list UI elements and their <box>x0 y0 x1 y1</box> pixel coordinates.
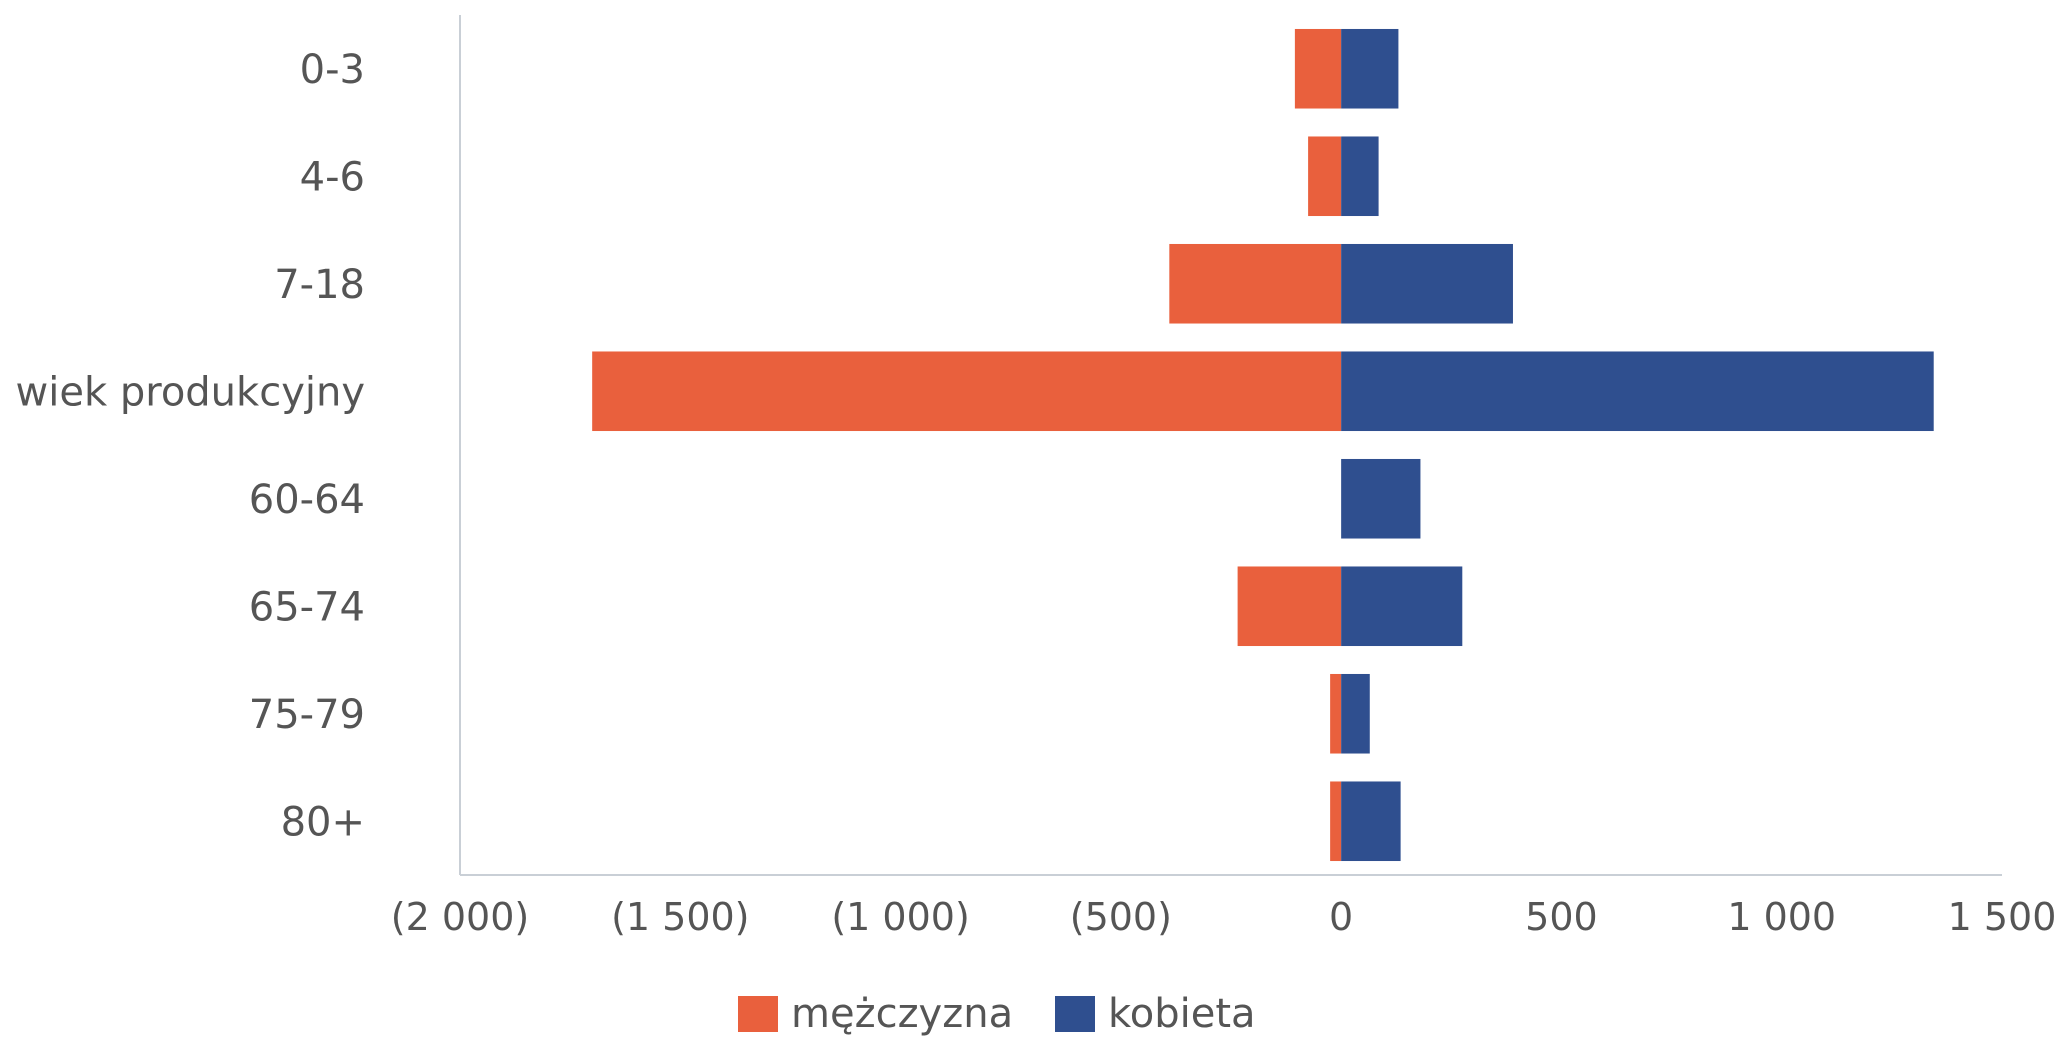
bar-female-0 <box>1341 28 1399 109</box>
bar-female-1 <box>1341 136 1379 217</box>
legend-label-male: mężczyzna <box>791 991 1013 1037</box>
bar-male-1 <box>1308 136 1342 217</box>
bar-female-4 <box>1341 458 1421 539</box>
bar-male-0 <box>1294 28 1342 109</box>
bar-female-3 <box>1341 351 1934 432</box>
bar-female-6 <box>1341 673 1370 754</box>
legend-swatch-male <box>738 996 778 1032</box>
bar-male-3 <box>592 351 1342 432</box>
x-tick-label: 0 <box>1329 895 1353 939</box>
category-label: 75-79 <box>249 692 365 738</box>
x-tick-label: (2 000) <box>391 895 529 939</box>
category-label: 60-64 <box>249 477 365 523</box>
x-tick-labels: (2 000) (1 500) (1 000) (500) 0 500 1 000 1 500 <box>391 895 2057 939</box>
x-tick-label: 1 000 <box>1727 895 1836 939</box>
category-label: 80+ <box>281 799 365 845</box>
legend: mężczyzna kobieta <box>738 991 1256 1037</box>
category-labels: 0-3 4-6 7-18 wiek produkcyjny 60-64 65-74 75-7… <box>16 47 365 846</box>
bar-female-5 <box>1341 566 1463 647</box>
category-label: 4-6 <box>300 154 365 200</box>
category-label: 0-3 <box>300 47 365 93</box>
bar-male-2 <box>1169 243 1342 324</box>
category-label: 7-18 <box>274 262 365 308</box>
axes-layer <box>459 15 2002 876</box>
x-tick-label: (500) <box>1070 895 1172 939</box>
legend-swatch-female <box>1055 996 1095 1032</box>
category-label: 65-74 <box>249 584 365 630</box>
legend-label-female: kobieta <box>1108 991 1256 1037</box>
bar-female-7 <box>1341 781 1401 862</box>
bars-layer <box>592 28 1934 862</box>
x-tick-label: 1 500 <box>1948 895 2057 939</box>
x-tick-label: 500 <box>1525 895 1598 939</box>
bar-male-7 <box>1330 781 1342 862</box>
bar-male-6 <box>1330 673 1342 754</box>
bar-female-2 <box>1341 243 1513 324</box>
category-label: wiek produkcyjny <box>16 369 365 415</box>
x-tick-label: (1 000) <box>831 895 969 939</box>
bar-male-5 <box>1237 566 1342 647</box>
x-tick-label: (1 500) <box>611 895 749 939</box>
